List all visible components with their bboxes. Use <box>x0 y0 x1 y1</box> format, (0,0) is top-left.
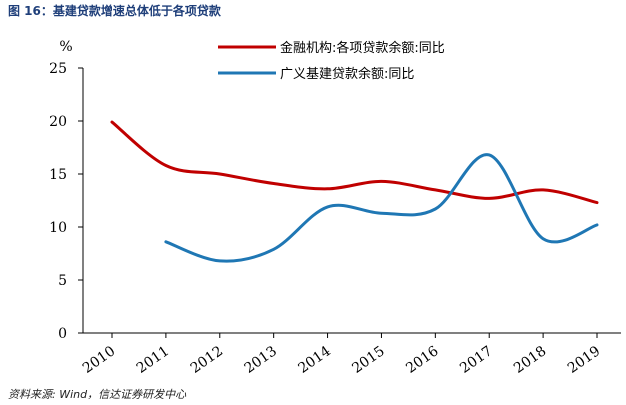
y-tick-label: 20 <box>49 114 67 130</box>
x-tick-label: 2016 <box>403 343 441 377</box>
series-line-2 <box>164 153 599 263</box>
y-ticks: 0 5 10 15 20 25 <box>49 61 83 342</box>
series-line-1 <box>110 120 599 205</box>
x-tick-label: 2010 <box>80 343 118 377</box>
legend-label-series-1: 金融机构:各项贷款余额:同比 <box>280 40 445 56</box>
figure-title: 图 16：基建贷款增速总体低于各项贷款 <box>8 4 221 18</box>
series-lines <box>110 120 599 263</box>
x-tick-label: 2012 <box>188 343 226 377</box>
x-tick-label: 2014 <box>295 343 333 377</box>
legend: 金融机构:各项贷款余额:同比 广义基建贷款余额:同比 <box>218 40 445 82</box>
y-tick-label: 10 <box>49 220 67 236</box>
x-tick-label: 2015 <box>349 343 387 377</box>
y-tick-label: 25 <box>49 61 67 77</box>
source-note: 资料来源: Wind，信达证券研发中心 <box>8 388 187 401</box>
y-tick-label: 0 <box>58 326 67 342</box>
x-tick-label: 2017 <box>457 343 495 377</box>
x-ticks: 2010 2011 2012 2013 2014 2015 2016 2017 2018 2019 <box>80 333 603 377</box>
y-axis-unit-label: % <box>59 39 72 55</box>
legend-label-series-2: 广义基建贷款余额:同比 <box>280 66 414 82</box>
x-tick-label: 2019 <box>565 343 603 377</box>
x-tick-label: 2013 <box>242 343 280 377</box>
x-tick-label: 2018 <box>511 343 549 377</box>
axes: % <box>59 39 621 334</box>
y-tick-label: 15 <box>49 167 67 183</box>
y-tick-label: 5 <box>58 273 67 289</box>
x-tick-label: 2011 <box>134 343 172 377</box>
